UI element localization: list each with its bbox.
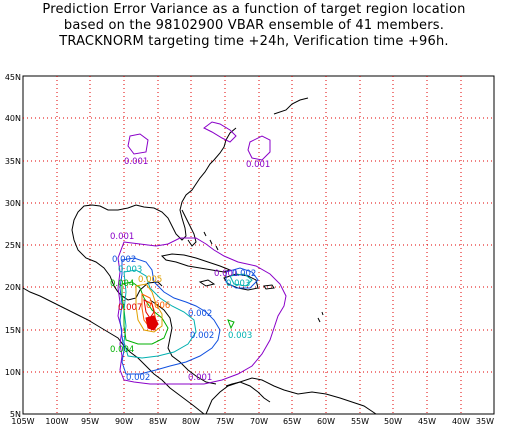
x-tick-95w: 95W	[81, 417, 99, 426]
x-tick-90w: 90W	[115, 417, 133, 426]
contour-0003-cuba	[229, 273, 253, 287]
label-n-east: 0.001	[246, 160, 270, 170]
contour-0002	[119, 257, 221, 375]
label-gulf-west: 0.001	[110, 232, 134, 242]
contour-0002-cuba	[225, 267, 259, 289]
x-tick-75w: 75W	[216, 417, 234, 426]
contour-0003	[123, 269, 197, 359]
x-axis: 105W 100W 95W 90W 85W 80W 75W 70W 65W 60…	[11, 417, 494, 426]
x-tick-100w: 100W	[45, 417, 68, 426]
x-tick-85w: 85W	[149, 417, 167, 426]
contour-0004-east	[227, 319, 235, 330]
label-honduras-d: 0.006	[146, 301, 170, 311]
y-tick-25n: 25N	[5, 241, 21, 250]
title-line-1: Prediction Error Variance as a function …	[42, 2, 466, 17]
y-tick-30n: 30N	[5, 199, 21, 208]
label-panama-1: 0.002	[126, 373, 150, 383]
x-tick-55w: 55W	[351, 417, 369, 426]
title-line-2: based on the 98102900 VBAR ensemble of 4…	[63, 18, 445, 33]
contour-0007-peak	[145, 315, 159, 331]
y-tick-15n: 15N	[5, 326, 21, 335]
label-carib-3: 0.003	[228, 331, 252, 341]
title-line-3: TRACKNORM targeting time +24h, Verificat…	[59, 34, 449, 49]
contour-labels: 0.001 0.001 0.001 0.002 0.003 0.004 0.00…	[110, 157, 270, 383]
x-tick-50w: 50W	[384, 417, 402, 426]
label-cuba-1: 0.001	[214, 269, 238, 279]
y-tick-40n: 40N	[5, 114, 21, 123]
contour-0004	[121, 281, 169, 345]
label-panama-2: 0.001	[188, 373, 212, 383]
y-tick-5n: 5N	[10, 410, 21, 419]
contour-0005	[135, 283, 163, 333]
label-honduras-c: 0.007	[118, 303, 142, 313]
x-tick-60w: 60W	[317, 417, 335, 426]
x-tick-70w: 70W	[250, 417, 268, 426]
label-yucatan-2: 0.003	[118, 265, 142, 275]
y-tick-20n: 20N	[5, 283, 21, 292]
x-tick-35w: 35W	[476, 417, 494, 426]
x-tick-65w: 65W	[283, 417, 301, 426]
label-honduras-e: 0.004	[110, 345, 134, 355]
label-yucatan-1: 0.002	[112, 255, 136, 265]
y-tick-45n: 45N	[5, 73, 21, 82]
contours	[117, 121, 287, 385]
label-cuba-3: 0.003	[226, 279, 250, 289]
contour-0007	[143, 299, 155, 319]
contour-0001-north-east	[203, 121, 237, 143]
x-tick-40w: 40W	[452, 417, 470, 426]
contour-0001-east	[247, 135, 271, 161]
x-tick-105w: 105W	[11, 417, 34, 426]
label-honduras-a: 0.004	[110, 279, 134, 289]
coastlines	[22, 97, 377, 415]
x-tick-80w: 80W	[182, 417, 200, 426]
y-tick-35n: 35N	[5, 157, 21, 166]
label-cuba-2: 0.002	[232, 269, 256, 279]
grid-lines	[23, 76, 494, 414]
y-axis: 5N 10N 15N 20N 25N 30N 35N 40N 45N	[5, 73, 21, 419]
y-tick-10n: 10N	[5, 368, 21, 377]
x-tick-45w: 45W	[418, 417, 436, 426]
label-carib-2: 0.002	[190, 331, 214, 341]
label-n-west: 0.001	[124, 157, 148, 167]
label-honduras-b: 0.005	[138, 275, 162, 285]
contour-0001-north-west	[127, 133, 149, 155]
label-carib-1: 0.002	[188, 309, 212, 319]
